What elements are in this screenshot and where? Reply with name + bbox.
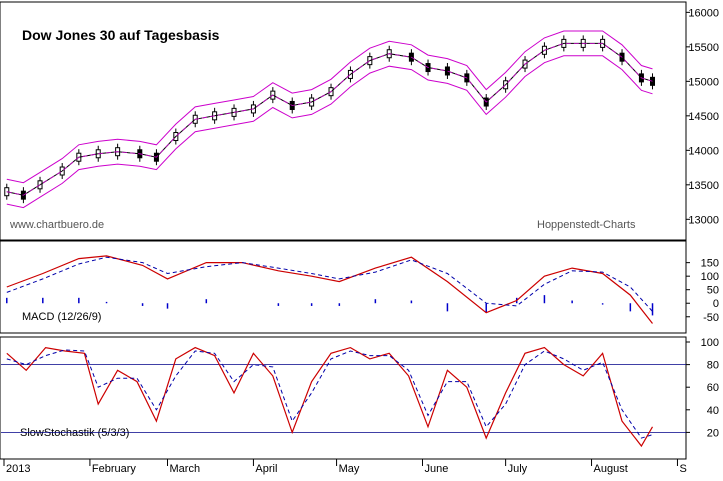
stoch-axis-tick-label: 40 — [707, 405, 719, 417]
macd-axis-tick-label: 0 — [713, 298, 719, 310]
stoch-axis-tick-label: 80 — [707, 360, 719, 372]
source-left: www.chartbuero.de — [9, 219, 104, 231]
price-axis-tick-label: 13000 — [688, 214, 719, 226]
macd-signal-line — [6, 256, 653, 312]
price-candle — [650, 76, 656, 86]
main-panel-frame — [0, 1, 687, 241]
x-axis-tick-label: 2013 — [6, 463, 30, 475]
stoch-axis-tick-label: 20 — [707, 427, 719, 439]
stoch-axis-tick-label: 60 — [707, 382, 719, 394]
macd-axis-tick-label: 100 — [701, 271, 719, 283]
x-axis-tick-label: February — [92, 463, 137, 475]
x-axis-tick-label: May — [339, 463, 360, 475]
macd-label: MACD (12/26/9) — [22, 311, 101, 323]
bollinger-upper — [6, 30, 653, 184]
price-axis-tick-label: 14000 — [688, 145, 719, 157]
x-axis-tick-label: March — [170, 463, 201, 475]
stoch-d-line — [6, 349, 653, 439]
stoch-axis-tick-label: 100 — [701, 337, 719, 349]
chart-marks — [1, 30, 686, 448]
x-axis-tick-label: April — [255, 463, 277, 475]
price-axis-tick-label: 14500 — [688, 111, 719, 123]
source-right: Hoppenstedt-Charts — [537, 219, 636, 231]
chart-title: Dow Jones 30 auf Tagesbasis — [22, 27, 220, 43]
macd-axis-tick-label: -50 — [703, 312, 719, 324]
price-axis-tick-label: 16000 — [688, 7, 719, 19]
x-axis-tick-label: S — [679, 463, 686, 475]
stoch-panel-frame — [0, 336, 687, 460]
stoch-label: SlowStochastik (5/3/3) — [20, 427, 129, 439]
macd-axis-tick-label: 50 — [707, 285, 719, 297]
x-axis-tick-label: August — [594, 463, 628, 475]
chart-axes: 1300013500140001450015000155001600015010… — [3, 7, 719, 475]
macd-line — [6, 255, 653, 324]
price-axis-tick-label: 15000 — [688, 76, 719, 88]
price-axis-tick-label: 13500 — [688, 180, 719, 192]
x-axis-tick-label: June — [424, 463, 448, 475]
x-axis-tick-label: July — [508, 463, 528, 475]
bollinger-mid — [6, 43, 653, 196]
macd-axis-tick-label: 150 — [701, 258, 719, 270]
bollinger-lower — [6, 55, 653, 209]
price-axis-tick-label: 15500 — [688, 42, 719, 54]
macd-panel-frame — [0, 240, 687, 334]
